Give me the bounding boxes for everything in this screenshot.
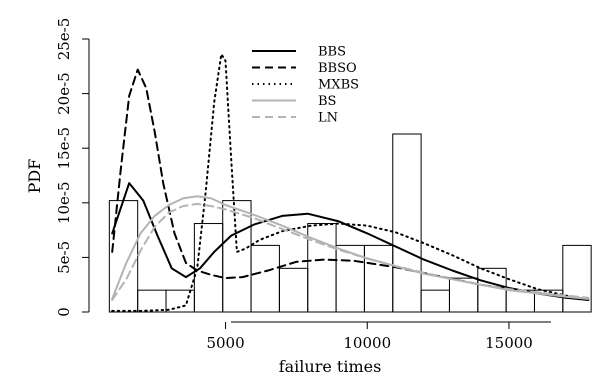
legend-label-ln: LN bbox=[318, 111, 338, 126]
x-tick-label: 10000 bbox=[343, 334, 391, 352]
series-line-bs bbox=[111, 195, 590, 300]
y-tick-label: 0 bbox=[55, 307, 73, 317]
series-line-mxbs bbox=[111, 53, 590, 312]
histogram-bar bbox=[562, 244, 592, 313]
series-line-ln bbox=[111, 202, 590, 301]
histogram-bar bbox=[250, 244, 280, 313]
histogram-bar bbox=[420, 289, 450, 313]
y-axis-label: PDF bbox=[25, 159, 44, 194]
histogram-bars bbox=[108, 133, 592, 313]
histogram-bar bbox=[477, 267, 507, 313]
legend-label-bbso: BBSO bbox=[318, 61, 357, 76]
legend-label-bs: BS bbox=[318, 94, 336, 109]
series-line-bbs bbox=[111, 182, 590, 301]
y-axis-ticks: 0 5e-5 10e-5 15e-5 20e-5 25e-5 bbox=[55, 18, 89, 317]
histogram-bar bbox=[278, 267, 309, 313]
histogram-bar bbox=[307, 223, 337, 313]
histogram-bar bbox=[137, 289, 167, 313]
x-tick-label: 15000 bbox=[485, 334, 533, 352]
y-tick-label: 10e-5 bbox=[55, 182, 73, 225]
histogram-bar bbox=[222, 200, 252, 313]
histogram-bar bbox=[193, 223, 224, 313]
y-tick-label: 5e-5 bbox=[55, 241, 73, 274]
y-tick-label: 20e-5 bbox=[55, 72, 73, 115]
density-curves bbox=[111, 53, 590, 312]
y-tick-label: 15e-5 bbox=[55, 127, 73, 170]
x-axis-label: failure times bbox=[279, 357, 382, 376]
histogram-bar bbox=[165, 289, 195, 313]
x-tick-label: 5000 bbox=[206, 334, 244, 352]
x-axis-ticks: 5000 10000 15000 bbox=[206, 322, 533, 352]
legend-label-mxbs: MXBS bbox=[318, 78, 359, 93]
histogram-bar bbox=[392, 133, 422, 313]
histogram-bar bbox=[363, 244, 394, 313]
series-line-bbso bbox=[111, 68, 590, 300]
legend-label-bbs: BBS bbox=[318, 45, 346, 60]
y-tick-label: 25e-5 bbox=[55, 18, 73, 61]
